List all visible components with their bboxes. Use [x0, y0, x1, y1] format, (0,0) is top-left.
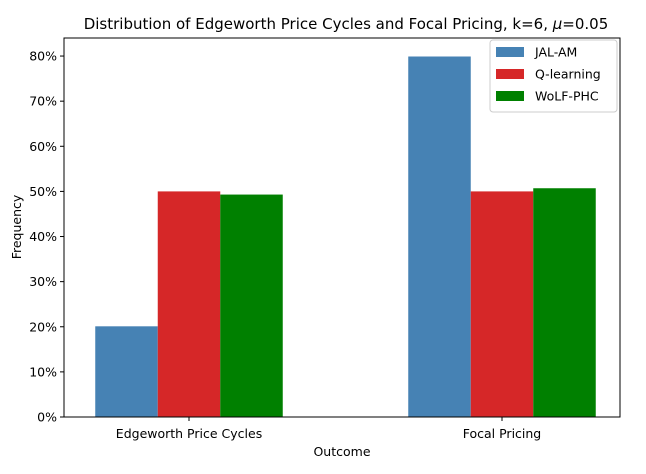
chart-title: Distribution of Edgeworth Price Cycles a…: [84, 15, 609, 33]
y-axis-label: Frequency: [9, 194, 24, 259]
y-tick-label: 20%: [29, 319, 57, 334]
y-tick-label: 30%: [29, 274, 57, 289]
y-tick-label: 10%: [29, 364, 57, 379]
y-tick-label: 70%: [29, 94, 57, 109]
y-axis-ticks: 0% 10% 20% 30% 40% 50% 60% 70% 80%: [29, 49, 64, 425]
bar-jal-am-0: [95, 326, 158, 417]
bars-group: [95, 56, 596, 417]
x-axis-ticks: Edgeworth Price Cycles Focal Pricing: [116, 417, 541, 441]
bar-jal-am-1: [408, 56, 471, 417]
plot-frame: [63, 37, 621, 418]
y-tick-label: 40%: [29, 229, 57, 244]
legend-label: WoLF-PHC: [535, 89, 599, 104]
y-tick-label: 0%: [37, 410, 57, 425]
legend-label: Q-learning: [535, 67, 601, 82]
y-tick-label: 80%: [29, 49, 57, 64]
bar-q-learning-0: [157, 191, 221, 417]
x-tick-label: Focal Pricing: [463, 426, 542, 441]
legend-swatch: [496, 91, 524, 101]
legend-swatch: [496, 47, 524, 57]
bar-wolf-phc-1: [533, 188, 596, 417]
y-tick-label: 50%: [29, 184, 57, 199]
bar-wolf-phc-0: [220, 194, 283, 417]
legend: JAL-AM Q-learning WoLF-PHC: [489, 39, 618, 113]
x-tick-label: Edgeworth Price Cycles: [116, 426, 262, 441]
legend-label: JAL-AM: [534, 45, 577, 60]
x-axis-label: Outcome: [313, 444, 370, 459]
legend-swatch: [496, 69, 524, 79]
y-tick-label: 60%: [29, 139, 57, 154]
bar-q-learning-1: [470, 191, 534, 417]
